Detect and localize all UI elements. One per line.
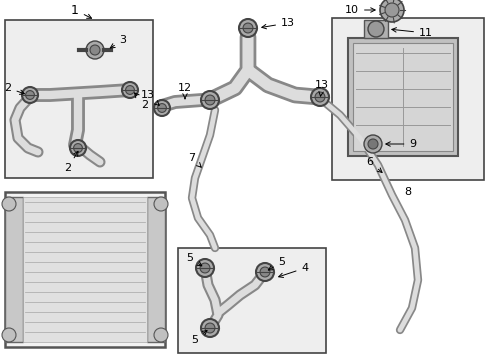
Text: 1: 1 — [71, 4, 91, 18]
Bar — [331, 18, 483, 180]
Circle shape — [204, 95, 215, 105]
Circle shape — [363, 135, 381, 153]
Bar — [352, 43, 452, 151]
Circle shape — [86, 41, 104, 59]
Bar — [363, 20, 387, 38]
Circle shape — [154, 100, 170, 116]
Circle shape — [154, 328, 168, 342]
Text: 5: 5 — [191, 330, 206, 345]
Circle shape — [125, 86, 134, 94]
Bar — [23, 197, 147, 342]
Text: 11: 11 — [391, 28, 432, 38]
Bar — [5, 20, 153, 178]
Circle shape — [379, 0, 403, 22]
Circle shape — [201, 91, 219, 109]
Circle shape — [310, 88, 328, 106]
Text: 3: 3 — [110, 35, 126, 48]
Circle shape — [74, 144, 82, 152]
Circle shape — [70, 140, 86, 156]
Text: 5: 5 — [268, 257, 285, 270]
Circle shape — [200, 263, 209, 273]
Circle shape — [2, 328, 16, 342]
Circle shape — [314, 92, 325, 102]
Circle shape — [2, 197, 16, 211]
Text: 2: 2 — [134, 93, 148, 110]
Bar — [5, 197, 23, 342]
Text: 13: 13 — [314, 80, 328, 96]
Circle shape — [260, 267, 269, 277]
Text: 12: 12 — [178, 83, 192, 99]
Circle shape — [201, 319, 219, 337]
Circle shape — [122, 82, 138, 98]
Circle shape — [154, 197, 168, 211]
Bar — [178, 248, 325, 353]
Circle shape — [367, 21, 383, 37]
Circle shape — [204, 323, 215, 333]
Text: 8: 8 — [404, 187, 411, 197]
Text: 10: 10 — [345, 5, 374, 15]
Circle shape — [22, 87, 38, 103]
Text: 7: 7 — [188, 153, 201, 167]
Circle shape — [157, 104, 166, 112]
Text: 2: 2 — [4, 83, 24, 94]
Circle shape — [239, 19, 257, 37]
Text: 13: 13 — [141, 90, 159, 105]
Circle shape — [196, 259, 214, 277]
Text: 6: 6 — [366, 157, 381, 172]
Text: 13: 13 — [261, 18, 294, 29]
Circle shape — [367, 139, 377, 149]
Text: 4: 4 — [278, 263, 308, 278]
Circle shape — [25, 91, 34, 99]
Bar — [147, 197, 164, 342]
Circle shape — [384, 3, 398, 17]
Text: 9: 9 — [385, 139, 416, 149]
Circle shape — [90, 45, 100, 55]
Circle shape — [243, 23, 252, 33]
Bar — [5, 192, 164, 347]
Text: 5: 5 — [186, 253, 202, 266]
Circle shape — [256, 263, 273, 281]
Bar — [347, 38, 457, 156]
Text: 2: 2 — [64, 151, 78, 173]
